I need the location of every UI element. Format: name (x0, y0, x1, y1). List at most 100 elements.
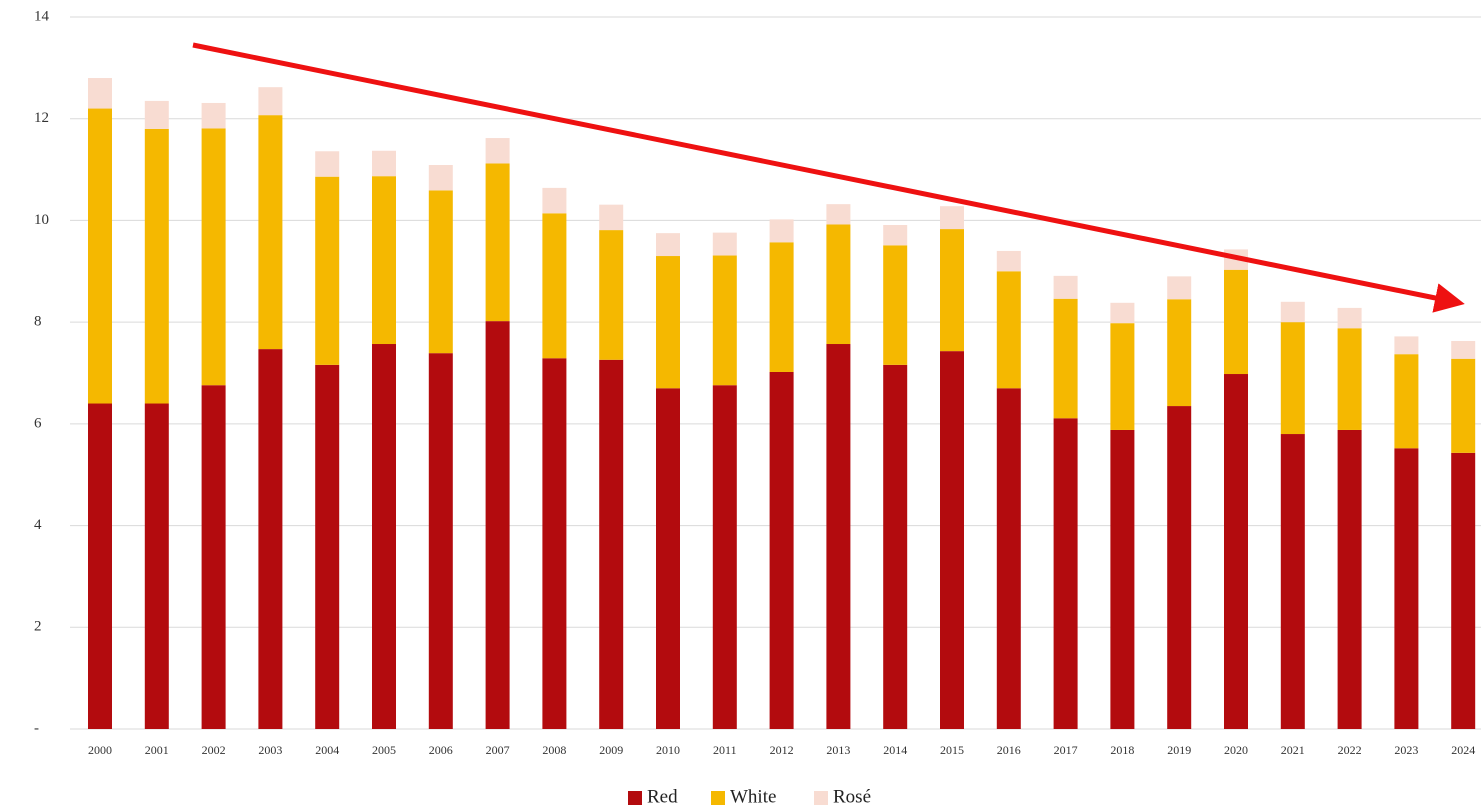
bar-segment (1337, 307, 1362, 329)
bar-segment (1224, 269, 1248, 375)
legend-swatch (711, 791, 725, 805)
bar-segment (769, 219, 794, 243)
bar-segment (144, 128, 169, 404)
y-tick-label: 14 (34, 8, 50, 24)
bar-segment (1451, 340, 1476, 359)
x-tick-label: 2000 (88, 743, 112, 757)
x-tick-label: 2008 (542, 743, 566, 757)
x-tick-label: 2007 (486, 743, 510, 757)
bar-segment (542, 358, 567, 729)
bar-segment (1224, 374, 1248, 729)
bar-segment (315, 151, 340, 177)
bar-segment (1451, 358, 1476, 453)
y-tick-label: - (34, 720, 39, 736)
bar-segment (201, 102, 226, 129)
x-tick-label: 2006 (429, 743, 453, 757)
bar-segment (258, 349, 283, 729)
x-tick-label: 2004 (315, 743, 339, 757)
bar-segment (372, 344, 396, 729)
bar-segment (1167, 299, 1192, 407)
legend-label: Rosé (833, 786, 871, 807)
bar-segment (1110, 302, 1135, 324)
bar-segment (712, 232, 737, 256)
x-tick-label: 2018 (1110, 743, 1134, 757)
bar-segment (1167, 276, 1192, 300)
bar-segment (485, 163, 510, 322)
bar-segment (1110, 429, 1135, 729)
bar-segment (1337, 328, 1362, 430)
x-tick-label: 2012 (770, 743, 794, 757)
x-tick-label: 2022 (1338, 743, 1362, 757)
bar-segment (258, 87, 283, 116)
bar-segment (1280, 301, 1305, 323)
x-tick-label: 2015 (940, 743, 964, 757)
bar-segment (656, 233, 680, 257)
x-tick-label: 2016 (997, 743, 1021, 757)
bar-segment (315, 364, 340, 729)
bar-segment (144, 403, 169, 729)
bar-segment (1053, 275, 1078, 299)
bar-segment (258, 115, 283, 350)
y-tick-label: 10 (34, 212, 49, 228)
bar-segment (599, 204, 624, 231)
x-tick-label: 2002 (202, 743, 226, 757)
x-tick-label: 2023 (1394, 743, 1418, 757)
bar-segment (315, 176, 340, 365)
bar-segment (1394, 336, 1419, 355)
x-tick-label: 2020 (1224, 743, 1248, 757)
x-tick-label: 2019 (1167, 743, 1191, 757)
y-tick-label: 2 (34, 619, 42, 635)
bar-segment (996, 271, 1021, 389)
bar-segment (1394, 448, 1419, 729)
bar-segment (940, 229, 964, 352)
x-tick-label: 2009 (599, 743, 623, 757)
bar-segment (883, 364, 908, 729)
bar-segment (656, 256, 680, 389)
bar-segment (883, 245, 908, 365)
bar-segment (712, 385, 737, 729)
bar-segment (144, 100, 169, 129)
y-tick-label: 12 (34, 110, 49, 126)
bar-segment (883, 225, 908, 246)
x-tick-label: 2017 (1054, 743, 1078, 757)
x-tick-label: 2010 (656, 743, 680, 757)
bar-segment (88, 403, 112, 729)
x-tick-label: 2005 (372, 743, 396, 757)
bar-segment (656, 388, 680, 729)
x-tick-label: 2011 (713, 743, 737, 757)
x-tick-label: 2001 (145, 743, 169, 757)
bar-segment (372, 150, 396, 177)
x-tick-label: 2014 (883, 743, 907, 757)
bar-segment (769, 371, 794, 729)
bar-segment (1053, 418, 1078, 729)
y-tick-label: 8 (34, 314, 42, 330)
y-tick-label: 6 (34, 415, 42, 431)
bar-segment (599, 230, 624, 360)
x-tick-label: 2013 (826, 743, 850, 757)
bar-segment (485, 321, 510, 729)
bar-segment (88, 78, 112, 109)
bar-segment (428, 164, 453, 191)
bar-segment (485, 138, 510, 164)
bar-segment (428, 190, 453, 354)
bar-segment (940, 351, 964, 729)
bar-segment (201, 128, 226, 386)
labels: - 2 4 6 8 10 12 14 2000 2001 2002 2003 2004 2005 2006 2… (34, 8, 1475, 807)
bar-segment (826, 224, 851, 345)
bar-segment (826, 204, 851, 225)
bar-segment (1167, 406, 1192, 729)
x-tick-label: 2003 (258, 743, 282, 757)
bar-segment (1451, 452, 1476, 729)
bar-segment (940, 206, 964, 230)
bar-segment (428, 353, 453, 729)
bar-segment (712, 255, 737, 386)
bar-segment (599, 359, 624, 729)
trend-arrow (192, 42, 1465, 313)
bar-segment (1053, 298, 1078, 419)
bar-segment (769, 242, 794, 372)
bar-segment (826, 344, 851, 729)
legend-label: White (730, 786, 776, 807)
bar-segment (1280, 434, 1305, 729)
bar-segment (1394, 354, 1419, 449)
